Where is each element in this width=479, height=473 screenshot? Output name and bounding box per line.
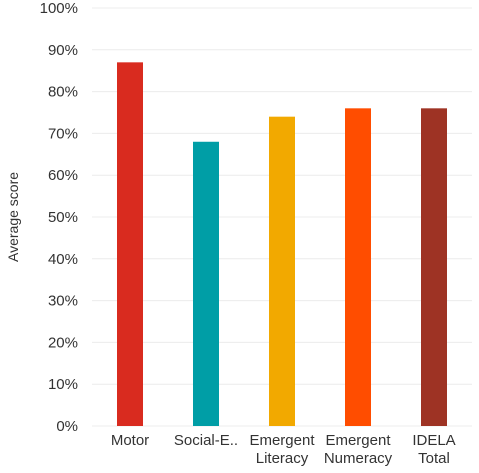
y-tick-label: 40%: [48, 251, 78, 268]
y-tick-label: 70%: [48, 125, 78, 142]
bar[interactable]: [117, 62, 143, 427]
y-tick-label: 10%: [48, 376, 78, 393]
x-category-label: Emergent: [249, 432, 315, 449]
y-tick-label: 0%: [56, 418, 78, 435]
y-tick-label: 20%: [48, 334, 78, 351]
bar[interactable]: [269, 116, 295, 427]
x-category-labels: Motor Social-E.. EmergentLiteracyEmergentN…: [111, 432, 456, 467]
bar[interactable]: [421, 108, 447, 426]
y-tick-label: 30%: [48, 293, 78, 310]
y-tick-label: 60%: [48, 167, 78, 184]
x-category-label: Numeracy: [324, 450, 393, 467]
y-axis-title: Average score: [5, 172, 21, 262]
x-category-label: Social-E..: [174, 432, 238, 449]
bar[interactable]: [345, 108, 371, 426]
x-category-label: IDELA: [412, 432, 455, 449]
bars: [117, 62, 447, 427]
y-tick-labels: 0% 10% 20% 30% 40% 50% 60% 70% 80% 90% 100%: [40, 0, 78, 435]
y-tick-label: 100%: [40, 0, 78, 17]
x-category-label: Literacy: [256, 450, 309, 467]
x-category-label: Total: [418, 450, 450, 467]
y-tick-label: 80%: [48, 84, 78, 101]
x-category-label: Motor: [111, 432, 149, 449]
x-category-label: Emergent: [325, 432, 391, 449]
y-tick-label: 90%: [48, 42, 78, 59]
bar[interactable]: [193, 141, 219, 426]
y-tick-label: 50%: [48, 209, 78, 226]
